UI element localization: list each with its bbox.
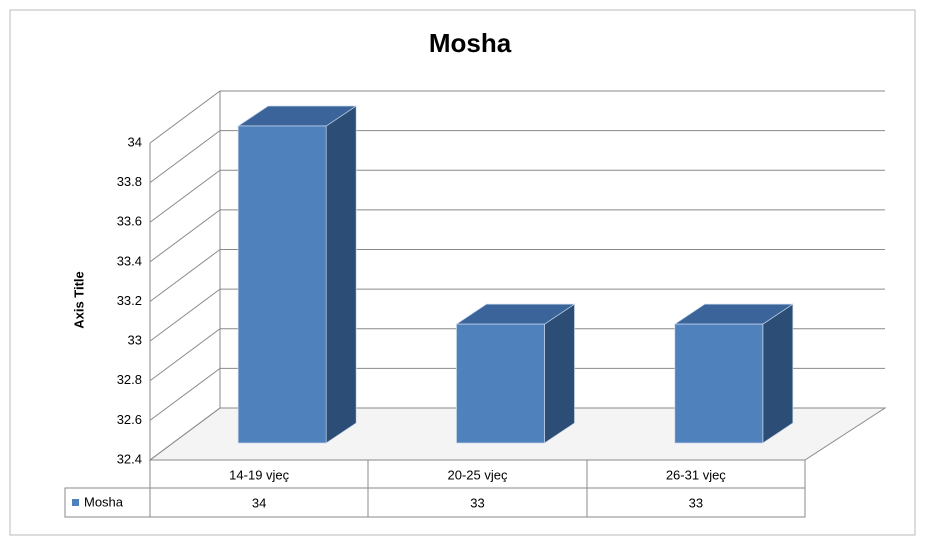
table-value: 34 bbox=[252, 495, 266, 510]
y-tick-label: 33.8 bbox=[117, 174, 142, 189]
chart-title: Mosha bbox=[429, 28, 512, 58]
bar-front bbox=[456, 323, 545, 444]
table-value: 33 bbox=[470, 495, 484, 510]
y-axis-title: Axis Title bbox=[71, 271, 86, 329]
bar-side bbox=[762, 303, 794, 444]
y-tick-label: 33.2 bbox=[117, 293, 142, 308]
y-tick-label: 32.4 bbox=[117, 451, 142, 466]
bar-front bbox=[674, 323, 764, 444]
legend-label: Mosha bbox=[84, 494, 124, 509]
bar-front bbox=[237, 125, 327, 444]
x-tick-label: 26-31 vjeç bbox=[666, 467, 726, 482]
bar-side bbox=[325, 105, 357, 444]
bar bbox=[237, 105, 358, 444]
y-tick-label: 32.8 bbox=[117, 372, 142, 387]
y-tick-label: 32.6 bbox=[117, 412, 142, 427]
x-tick-label: 20-25 vjeç bbox=[448, 467, 508, 482]
bar bbox=[455, 303, 576, 444]
y-tick-label: 33.6 bbox=[117, 214, 142, 229]
y-tick-label: 33 bbox=[128, 333, 142, 348]
x-tick-label: 14-19 vjeç bbox=[229, 467, 289, 482]
y-tick-label: 33.4 bbox=[117, 253, 142, 268]
y-tick-label: 34 bbox=[128, 134, 142, 149]
table-value: 33 bbox=[689, 495, 703, 510]
legend-swatch bbox=[72, 499, 79, 506]
bar bbox=[673, 303, 794, 444]
bar-side bbox=[544, 303, 575, 444]
